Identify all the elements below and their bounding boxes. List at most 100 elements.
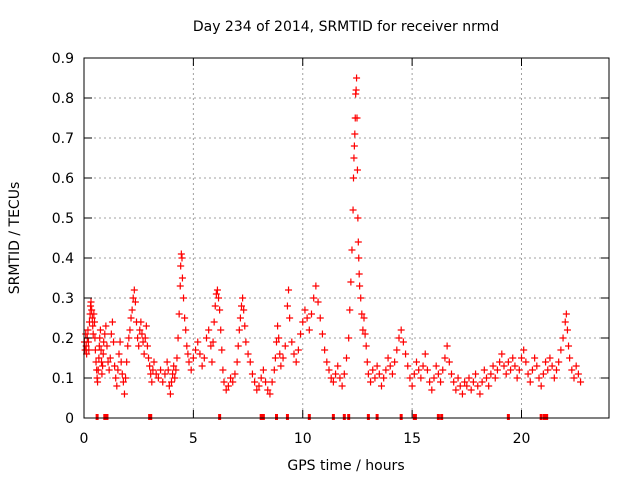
data-point <box>360 314 368 322</box>
zero-data-point <box>506 414 510 420</box>
data-point <box>241 322 249 330</box>
data-point <box>570 374 578 382</box>
data-point <box>421 350 429 358</box>
plot-frame <box>83 57 610 419</box>
data-point <box>95 342 103 350</box>
data-point <box>561 318 569 326</box>
data-point <box>255 382 263 390</box>
data-point <box>124 342 132 350</box>
data-point <box>496 358 504 366</box>
data-point <box>103 342 111 350</box>
data-point <box>238 302 245 310</box>
data-point <box>318 330 326 338</box>
data-point <box>174 334 182 342</box>
data-point <box>346 306 354 314</box>
zero-data-point <box>259 414 263 420</box>
data-point <box>292 358 300 366</box>
data-point <box>303 314 311 322</box>
data-point <box>149 366 157 374</box>
data-point <box>395 334 403 342</box>
data-point <box>563 326 571 334</box>
chart-title: Day 234 of 2014, SRMTID for receiver nrm… <box>193 19 499 35</box>
data-point <box>500 362 508 370</box>
data-point <box>555 358 563 366</box>
data-point <box>274 322 282 330</box>
data-point <box>294 346 302 354</box>
data-point <box>113 382 121 390</box>
data-point <box>397 326 405 334</box>
data-point <box>546 354 554 362</box>
data-point <box>259 366 267 374</box>
data-point <box>491 374 499 382</box>
data-point <box>219 366 227 374</box>
data-point <box>137 318 145 326</box>
data-point <box>218 346 226 354</box>
data-point <box>90 310 98 318</box>
data-point <box>434 370 442 378</box>
data-point <box>452 386 460 394</box>
data-point <box>465 374 473 382</box>
data-point <box>428 386 436 394</box>
data-point <box>439 366 447 374</box>
data-point <box>239 294 247 302</box>
y-tick-label: 0.3 <box>52 291 74 307</box>
data-point <box>537 382 545 390</box>
data-point <box>198 362 206 370</box>
data-point <box>526 378 534 386</box>
y-tick-label: 0.7 <box>52 131 74 147</box>
data-point <box>327 374 335 382</box>
data-point <box>340 370 348 378</box>
data-point <box>568 366 576 374</box>
data-point <box>297 330 305 338</box>
data-point <box>112 374 120 382</box>
data-point <box>384 354 392 362</box>
data-point <box>181 314 189 322</box>
data-point <box>94 366 102 374</box>
data-point <box>248 370 256 378</box>
data-point <box>96 334 104 342</box>
data-point <box>235 326 243 334</box>
data-point <box>469 378 477 386</box>
data-point <box>200 354 208 362</box>
data-point <box>122 374 130 382</box>
data-point <box>210 318 218 326</box>
data-point <box>553 366 560 374</box>
data-point <box>474 382 482 390</box>
x-axis-label: GPS time / hours <box>287 458 404 474</box>
data-point <box>211 302 219 310</box>
data-point <box>485 382 493 390</box>
data-point <box>557 346 565 354</box>
data-point <box>88 314 96 322</box>
data-point <box>361 330 369 338</box>
data-point <box>224 382 232 390</box>
data-point <box>380 374 388 382</box>
data-point <box>356 282 364 290</box>
data-point <box>176 282 184 290</box>
data-point <box>314 298 322 306</box>
data-point <box>152 370 160 378</box>
zero-data-point <box>331 414 335 420</box>
data-point <box>98 358 105 366</box>
data-point <box>102 322 110 330</box>
data-point <box>148 378 156 386</box>
data-point <box>467 386 475 394</box>
data-point <box>332 370 340 378</box>
data-point <box>480 366 488 374</box>
data-point <box>352 86 360 94</box>
data-point <box>321 346 329 354</box>
data-point <box>550 374 558 382</box>
data-point <box>572 362 580 370</box>
data-point <box>544 366 552 374</box>
data-point <box>257 374 265 382</box>
data-point <box>104 358 112 366</box>
data-point <box>123 358 131 366</box>
data-point <box>161 370 169 378</box>
data-point <box>441 354 449 362</box>
data-point <box>150 358 158 366</box>
data-point <box>574 370 582 378</box>
data-point <box>445 358 453 366</box>
data-point <box>173 354 181 362</box>
data-point <box>478 378 486 386</box>
data-point <box>101 330 109 338</box>
data-point <box>171 374 179 382</box>
